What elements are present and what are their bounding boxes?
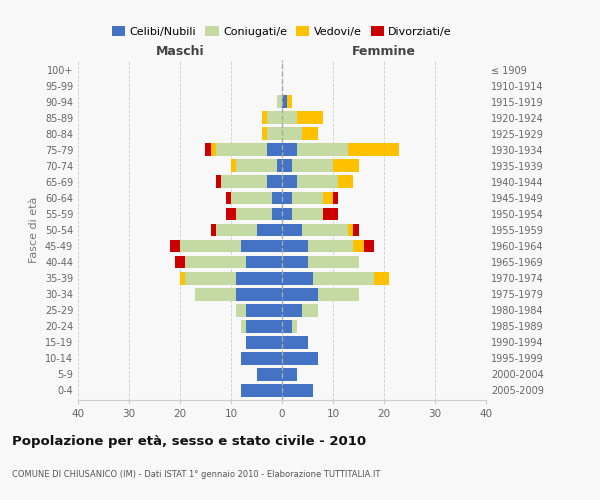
Bar: [272, 192, 282, 204]
Bar: [247, 304, 282, 316]
Bar: [349, 144, 400, 156]
Bar: [364, 240, 374, 252]
Bar: [318, 288, 359, 300]
Bar: [211, 224, 216, 236]
Bar: [196, 288, 236, 300]
Bar: [226, 208, 236, 220]
Bar: [338, 176, 353, 188]
Bar: [241, 320, 247, 332]
Bar: [236, 208, 272, 220]
Bar: [216, 144, 267, 156]
Text: Maschi: Maschi: [155, 44, 205, 58]
Bar: [282, 192, 292, 204]
Bar: [216, 176, 221, 188]
Bar: [308, 256, 359, 268]
Bar: [236, 272, 282, 284]
Bar: [292, 160, 333, 172]
Bar: [185, 256, 247, 268]
Bar: [287, 96, 292, 108]
Bar: [282, 176, 298, 188]
Bar: [257, 224, 282, 236]
Bar: [282, 144, 298, 156]
Bar: [277, 160, 282, 172]
Bar: [180, 272, 185, 284]
Bar: [323, 208, 338, 220]
Bar: [267, 176, 282, 188]
Bar: [247, 256, 282, 268]
Bar: [211, 144, 216, 156]
Bar: [282, 240, 308, 252]
Bar: [277, 96, 282, 108]
Bar: [282, 96, 287, 108]
Bar: [226, 192, 231, 204]
Bar: [349, 224, 353, 236]
Bar: [282, 336, 308, 348]
Bar: [282, 352, 318, 364]
Bar: [236, 304, 247, 316]
Bar: [241, 240, 282, 252]
Bar: [282, 384, 313, 397]
Bar: [313, 272, 374, 284]
Bar: [221, 176, 267, 188]
Bar: [333, 192, 338, 204]
Bar: [180, 240, 241, 252]
Bar: [241, 352, 282, 364]
Bar: [282, 208, 292, 220]
Bar: [292, 192, 323, 204]
Bar: [282, 288, 318, 300]
Bar: [170, 240, 180, 252]
Bar: [282, 112, 298, 124]
Y-axis label: Fasce di età: Fasce di età: [29, 197, 39, 263]
Bar: [308, 240, 353, 252]
Text: Femmine: Femmine: [352, 44, 416, 58]
Bar: [282, 368, 298, 381]
Bar: [302, 128, 318, 140]
Bar: [302, 224, 349, 236]
Bar: [374, 272, 389, 284]
Bar: [231, 192, 272, 204]
Bar: [282, 160, 292, 172]
Bar: [282, 256, 308, 268]
Text: Popolazione per età, sesso e stato civile - 2010: Popolazione per età, sesso e stato civil…: [12, 435, 366, 448]
Bar: [272, 208, 282, 220]
Bar: [298, 112, 323, 124]
Bar: [206, 144, 211, 156]
Bar: [298, 176, 338, 188]
Bar: [267, 144, 282, 156]
Bar: [185, 272, 236, 284]
Bar: [282, 224, 302, 236]
Bar: [302, 304, 318, 316]
Bar: [247, 320, 282, 332]
Bar: [262, 112, 267, 124]
Bar: [257, 368, 282, 381]
Legend: Celibi/Nubili, Coniugati/e, Vedovi/e, Divorziati/e: Celibi/Nubili, Coniugati/e, Vedovi/e, Di…: [107, 22, 457, 41]
Bar: [236, 288, 282, 300]
Bar: [282, 272, 313, 284]
Bar: [282, 304, 302, 316]
Bar: [262, 128, 267, 140]
Bar: [292, 320, 298, 332]
Bar: [298, 144, 349, 156]
Bar: [216, 224, 257, 236]
Bar: [231, 160, 236, 172]
Bar: [353, 240, 364, 252]
Bar: [247, 336, 282, 348]
Bar: [282, 128, 302, 140]
Bar: [292, 208, 323, 220]
Bar: [353, 224, 359, 236]
Text: COMUNE DI CHIUSANICO (IM) - Dati ISTAT 1° gennaio 2010 - Elaborazione TUTTITALIA: COMUNE DI CHIUSANICO (IM) - Dati ISTAT 1…: [12, 470, 380, 479]
Bar: [267, 112, 282, 124]
Bar: [175, 256, 185, 268]
Bar: [267, 128, 282, 140]
Bar: [333, 160, 359, 172]
Bar: [282, 320, 292, 332]
Bar: [236, 160, 277, 172]
Bar: [241, 384, 282, 397]
Bar: [323, 192, 333, 204]
